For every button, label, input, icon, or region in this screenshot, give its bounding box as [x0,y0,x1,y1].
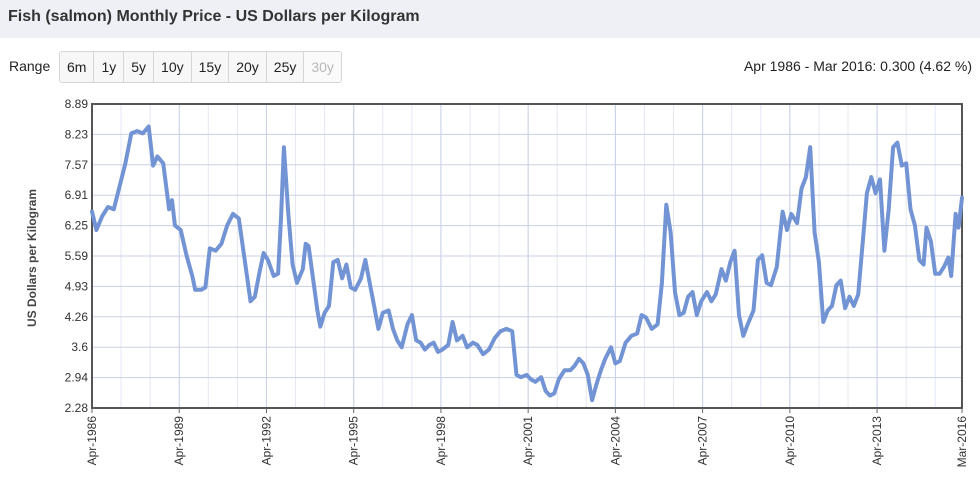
y-tick-label: 6.91 [65,188,89,202]
range-button-1y[interactable]: 1y [94,52,125,82]
range-button-30y: 30y [304,52,341,82]
price-line [90,124,964,403]
range-toolbar: Range 6m 1y 5y 10y 15y 20y 25y 30y Apr 1… [0,50,980,84]
x-tick-label: Apr-1998 [434,416,448,466]
title-bar: Fish (salmon) Monthly Price - US Dollars… [0,0,980,38]
y-tick-label: 2.94 [65,371,89,385]
y-tick-label: 3.6 [71,340,88,354]
x-tick-label: Apr-1995 [347,416,361,466]
x-tick-label: Apr-1992 [259,416,273,466]
y-tick-label: 4.93 [65,279,89,293]
price-chart: 8.89 8.23 7.57 6.91 6.25 5.59 4.93 4.26 3.6 2.94 2… [25,97,969,467]
range-button-group: 6m 1y 5y 10y 15y 20y 25y 30y [59,51,342,83]
range-button-15y[interactable]: 15y [191,52,230,82]
range-button-6m[interactable]: 6m [60,52,95,82]
y-tick-label: 5.59 [65,249,89,263]
y-tick-label: 8.89 [65,97,89,111]
range-label: Range [9,58,51,74]
y-tick-label: 2.28 [65,401,89,415]
x-tick-label: Apr-2007 [696,416,710,466]
chart-title: Fish (salmon) Monthly Price - US Dollars… [8,8,420,25]
range-button-25y[interactable]: 25y [266,52,305,82]
plot-frame-layer [91,103,963,409]
x-tick-label: Apr-2001 [521,416,535,466]
series-layer [90,124,964,403]
x-tick-label: Apr-2013 [870,416,884,466]
y-tick-label: 7.57 [65,158,89,172]
plot-frame [91,103,963,409]
x-tick-label: Apr-2010 [783,416,797,466]
x-tick-label: Apr-1989 [172,416,186,466]
y-axis-ticks: 8.89 8.23 7.57 6.91 6.25 5.59 4.93 4.26 3.6 2.94 2… [65,97,89,415]
y-tick-label: 8.23 [65,127,89,141]
x-tick-label: Mar-2016 [955,416,969,468]
x-axis-ticks: Apr-1986 Apr-1989 Apr-1992 Apr-1995 Apr-1998… [85,408,969,467]
range-button-10y[interactable]: 10y [154,52,192,82]
x-tick-label: Apr-2004 [608,416,622,466]
range-summary: Apr 1986 - Mar 2016: 0.300 (4.62 %) [743,58,972,74]
y-tick-label: 4.26 [65,310,89,324]
range-button-5y[interactable]: 5y [124,52,155,82]
range-button-20y[interactable]: 20y [229,52,267,82]
y-tick-label: 6.25 [65,219,89,233]
x-tick-label: Apr-1986 [85,416,99,466]
y-axis-label: US Dollars per Kilogram [25,189,39,327]
grid-layer [91,103,963,409]
